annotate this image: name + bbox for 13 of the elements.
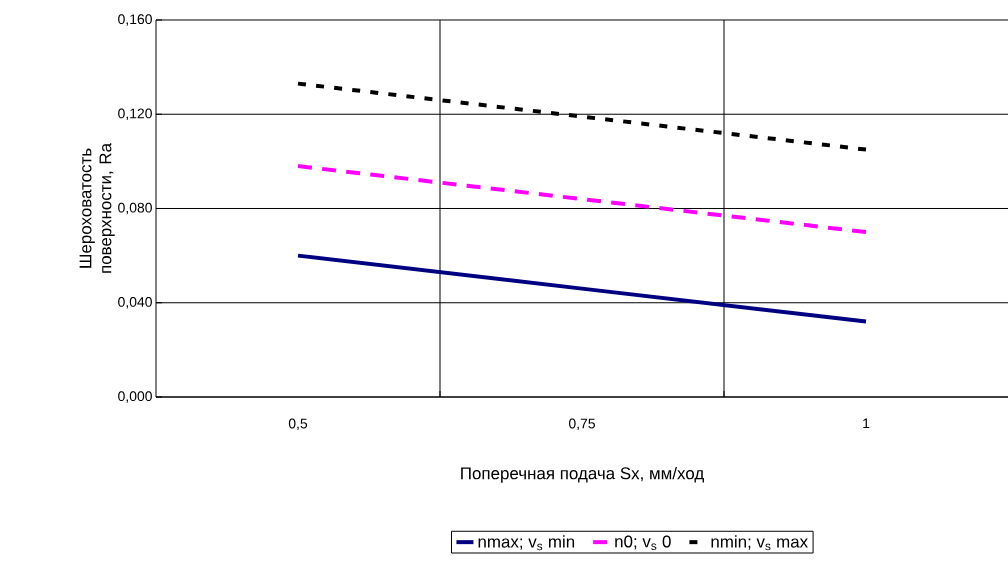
- x-tick-label: 1: [863, 418, 870, 429]
- x-tick-label: 0,75: [568, 418, 595, 431]
- x-axis-title: Поперечная подача Sx, мм/ход: [461, 466, 704, 483]
- legend-label: nmin; v$_{s}$ max: [711, 535, 808, 551]
- y-axis-title: Шероховатость поверхности, Ra: [79, 143, 115, 273]
- legend-label: nmax; v$_{s}$ min: [478, 535, 575, 551]
- y-tick-label: 0,040: [118, 296, 152, 309]
- legend-label: n0; v$_{s}$ 0: [615, 535, 671, 550]
- y-tick-label: 0,120: [118, 108, 152, 121]
- x-tick-label: 0,5: [288, 418, 308, 431]
- y-tick-label: 0,000: [118, 391, 152, 403]
- y-tick-label: 0,080: [118, 202, 152, 215]
- y-tick-label: 0,160: [118, 14, 152, 26]
